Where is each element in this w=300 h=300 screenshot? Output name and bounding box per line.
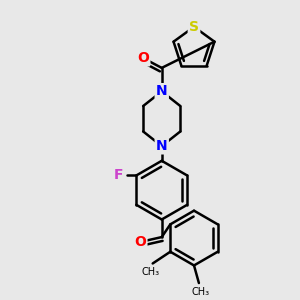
Text: N: N <box>156 84 167 98</box>
Text: CH₃: CH₃ <box>192 287 210 297</box>
Text: S: S <box>189 20 199 34</box>
Text: CH₃: CH₃ <box>142 267 160 278</box>
Text: O: O <box>137 51 149 65</box>
Text: F: F <box>114 169 124 182</box>
Text: N: N <box>156 139 167 153</box>
Text: O: O <box>134 235 146 249</box>
